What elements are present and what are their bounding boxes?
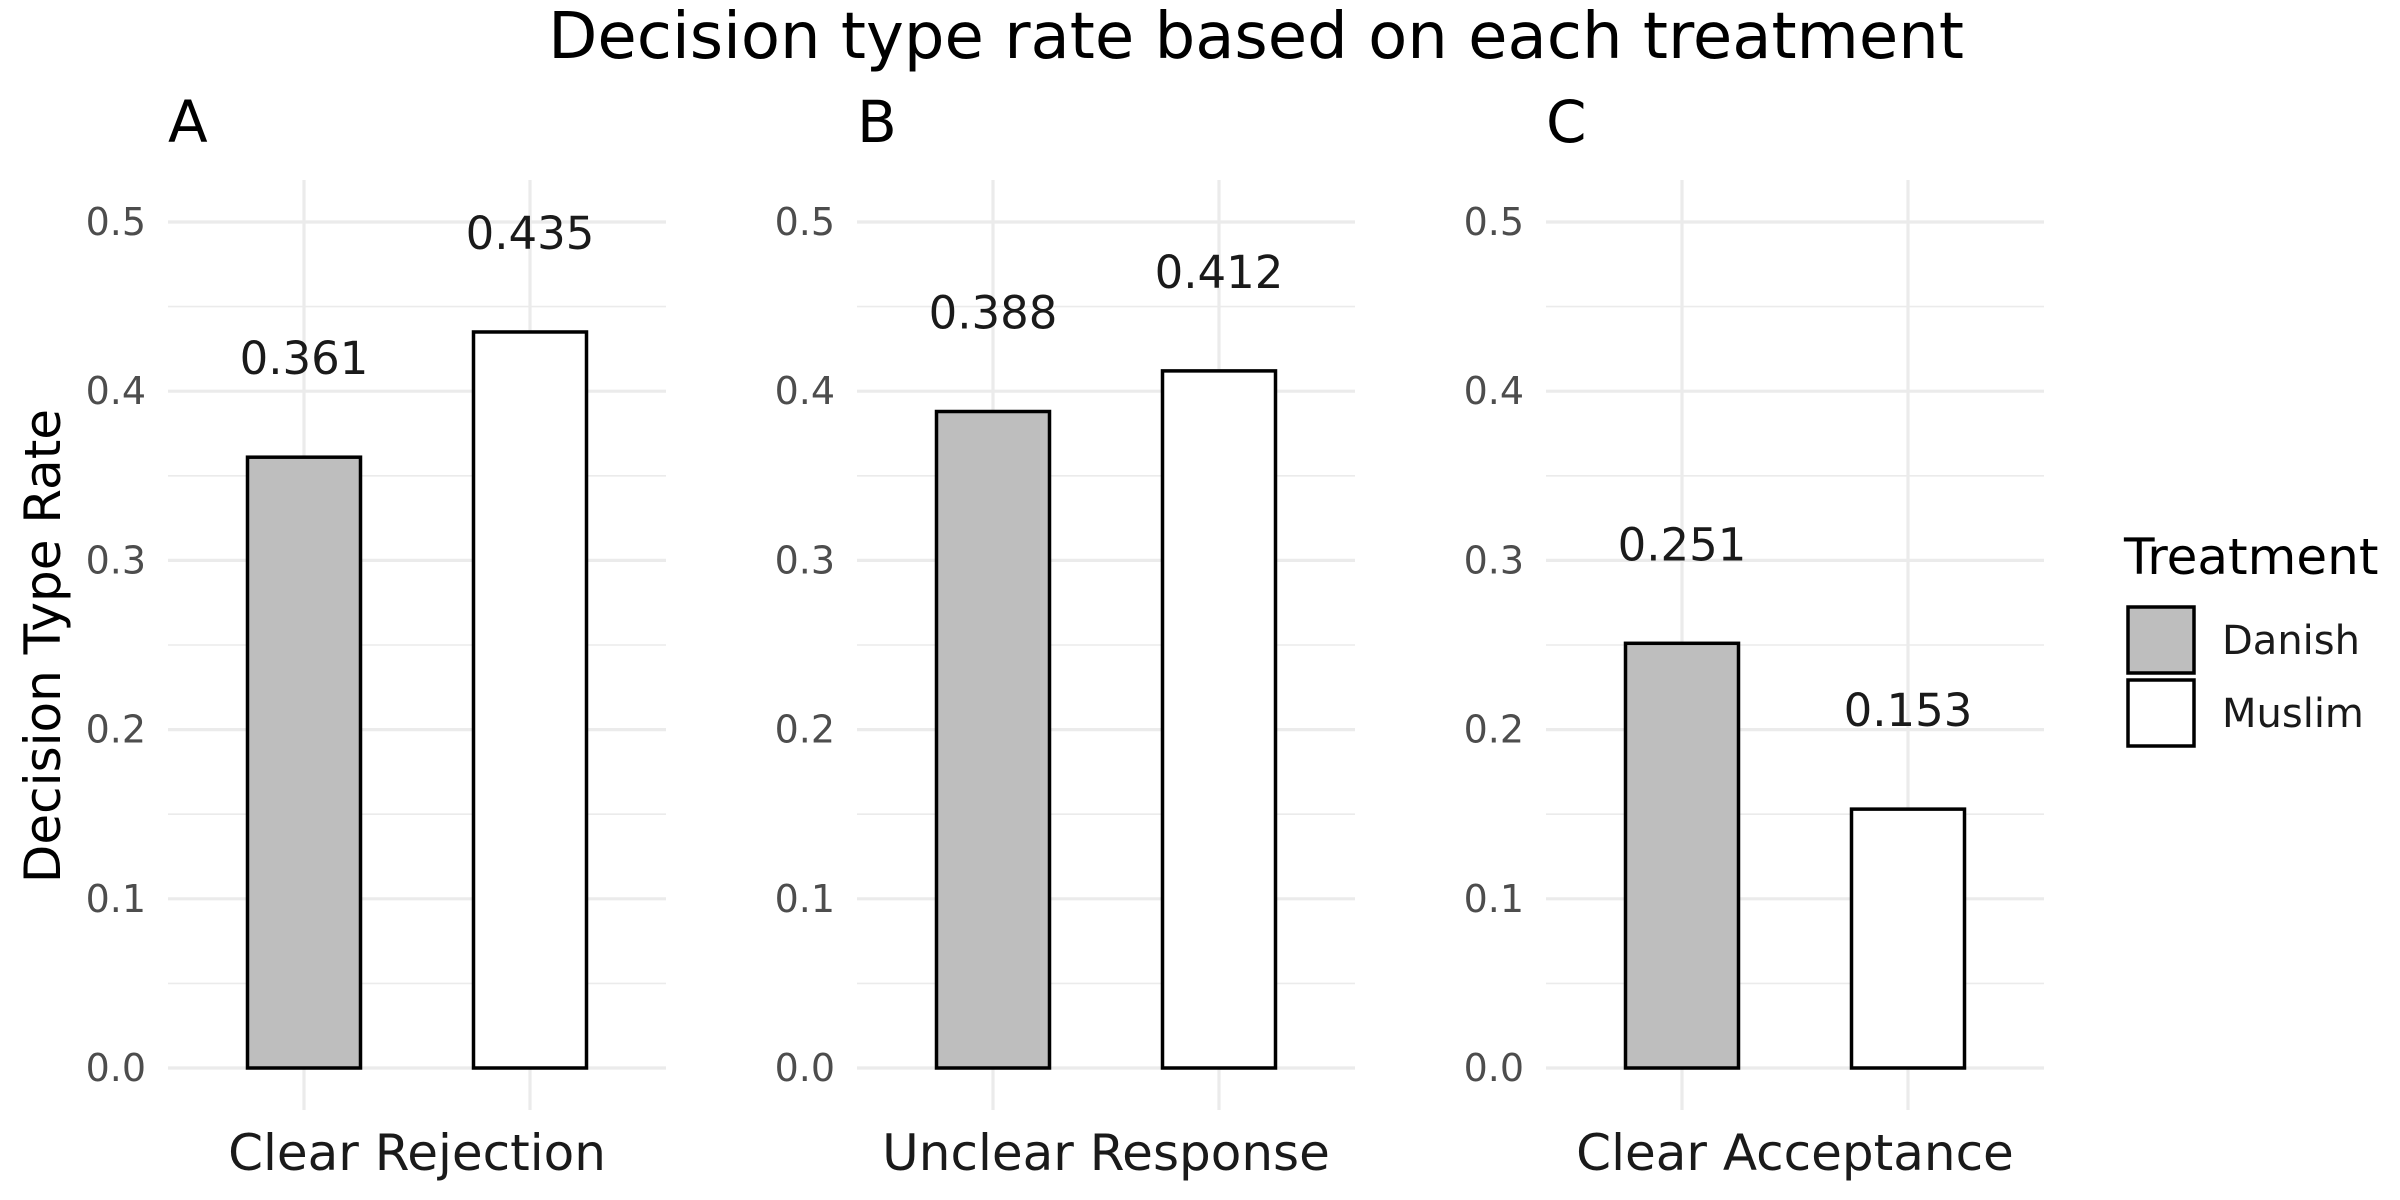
bar-value-label: 0.153 [1844,684,1973,737]
panel-b: 0.0 0.1 0.2 0.3 0.4 0.5 B 0.388 0.412 Unclear Res… [775,88,1355,1182]
legend-label: Muslim [2222,691,2364,737]
bar-muslim [1160,369,1278,1070]
x-category-label: Clear Rejection [228,1124,606,1182]
x-category-label: Unclear Response [882,1124,1330,1182]
panel-label: A [168,88,208,156]
y-tick-label: 0.5 [775,200,835,244]
panel-label: B [857,88,897,156]
y-tick-label: 0.0 [86,1046,146,1090]
y-tick-label: 0.4 [1464,369,1524,413]
y-tick-label: 0.1 [1464,877,1524,921]
panel-a: 0.0 0.1 0.2 0.3 0.4 0.5 A 0.361 0.435 Clear Rejec… [86,88,666,1182]
bar-value-label: 0.388 [929,287,1058,340]
y-axis-title: Decision Type Rate [14,409,72,883]
y-tick-label: 0.2 [775,708,835,752]
bar-danish [1623,641,1741,1070]
y-tick-label: 0.1 [775,877,835,921]
bar-muslim [471,330,589,1070]
y-tick-label: 0.0 [1464,1046,1524,1090]
legend-key-danish [2126,605,2196,675]
y-tick-label: 0.3 [775,538,835,582]
legend-label: Danish [2222,618,2360,664]
y-tick-label: 0.3 [1464,538,1524,582]
x-category-label: Clear Acceptance [1576,1124,2014,1182]
y-tick-label: 0.5 [1464,200,1524,244]
bar-value-label: 0.412 [1155,246,1284,299]
panel-c: 0.0 0.1 0.2 0.3 0.4 0.5 C 0.251 0.153 Clear Accep… [1464,88,2044,1182]
legend: Treatment Danish Muslim [2123,528,2378,748]
bar-danish [245,455,363,1070]
legend-title: Treatment [2123,528,2378,586]
panel-label: C [1546,88,1587,156]
panels: 0.0 0.1 0.2 0.3 0.4 0.5 A 0.361 0.435 Clear Rejec… [86,88,2044,1182]
y-tick-label: 0.2 [86,708,146,752]
y-tick-label: 0.1 [86,877,146,921]
y-tick-label: 0.2 [1464,708,1524,752]
y-tick-label: 0.4 [86,369,146,413]
bar-value-label: 0.361 [240,332,369,385]
y-tick-label: 0.3 [86,538,146,582]
bar-value-label: 0.251 [1618,518,1747,571]
legend-key-muslim [2126,678,2196,748]
bar-danish [934,409,1052,1070]
bar-muslim [1849,807,1967,1070]
chart-title: Decision type rate based on each treatme… [548,0,1964,74]
y-tick-label: 0.5 [86,200,146,244]
bar-value-label: 0.435 [466,207,595,260]
y-tick-label: 0.0 [775,1046,835,1090]
y-tick-label: 0.4 [775,369,835,413]
